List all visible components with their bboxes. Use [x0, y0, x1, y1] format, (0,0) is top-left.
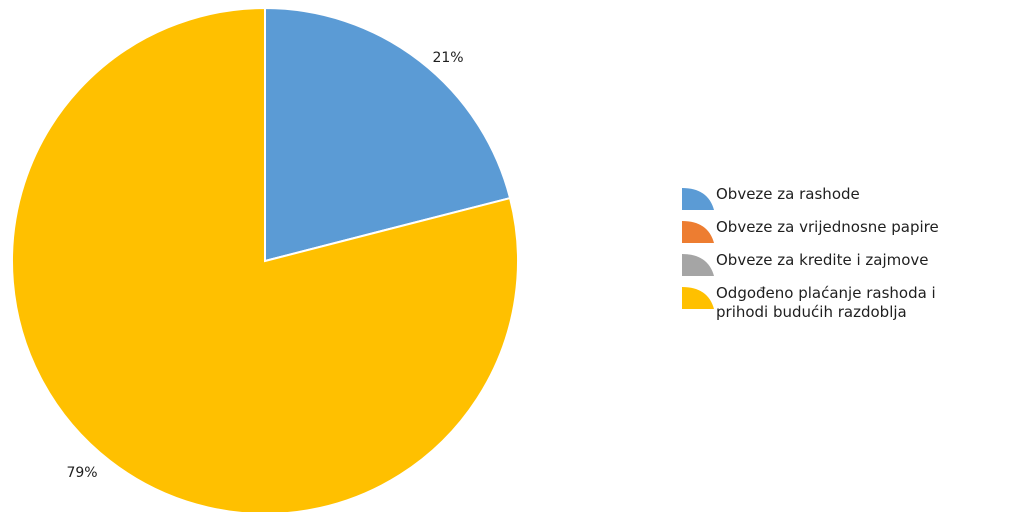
legend-label: Obveze za vrijednosne papire — [716, 218, 939, 236]
slice-data-label: 79% — [66, 465, 97, 481]
legend-label: Obveze za rashode — [716, 185, 860, 203]
legend-swatch-icon — [680, 186, 716, 212]
legend-item: Obveze za vrijednosne papire — [680, 218, 1015, 245]
slice-data-label: 21% — [432, 50, 463, 66]
legend-item: Obveze za rashode — [680, 185, 1015, 212]
legend-label: Odgođeno plaćanje rashoda i prihodi budu… — [716, 284, 936, 321]
legend-swatch-icon — [680, 252, 716, 278]
legend-label: Obveze za kredite i zajmove — [716, 251, 929, 269]
legend-swatch-icon — [680, 285, 716, 311]
pie-slice — [264, 6, 512, 263]
legend-swatch-icon — [680, 219, 716, 245]
legend-item: Obveze za kredite i zajmove — [680, 251, 1015, 278]
chart-legend: Obveze za rashode Obveze za vrijednosne p… — [680, 185, 1015, 328]
legend-item: Odgođeno plaćanje rashoda i prihodi budu… — [680, 284, 1015, 322]
pie-slice — [11, 6, 519, 512]
